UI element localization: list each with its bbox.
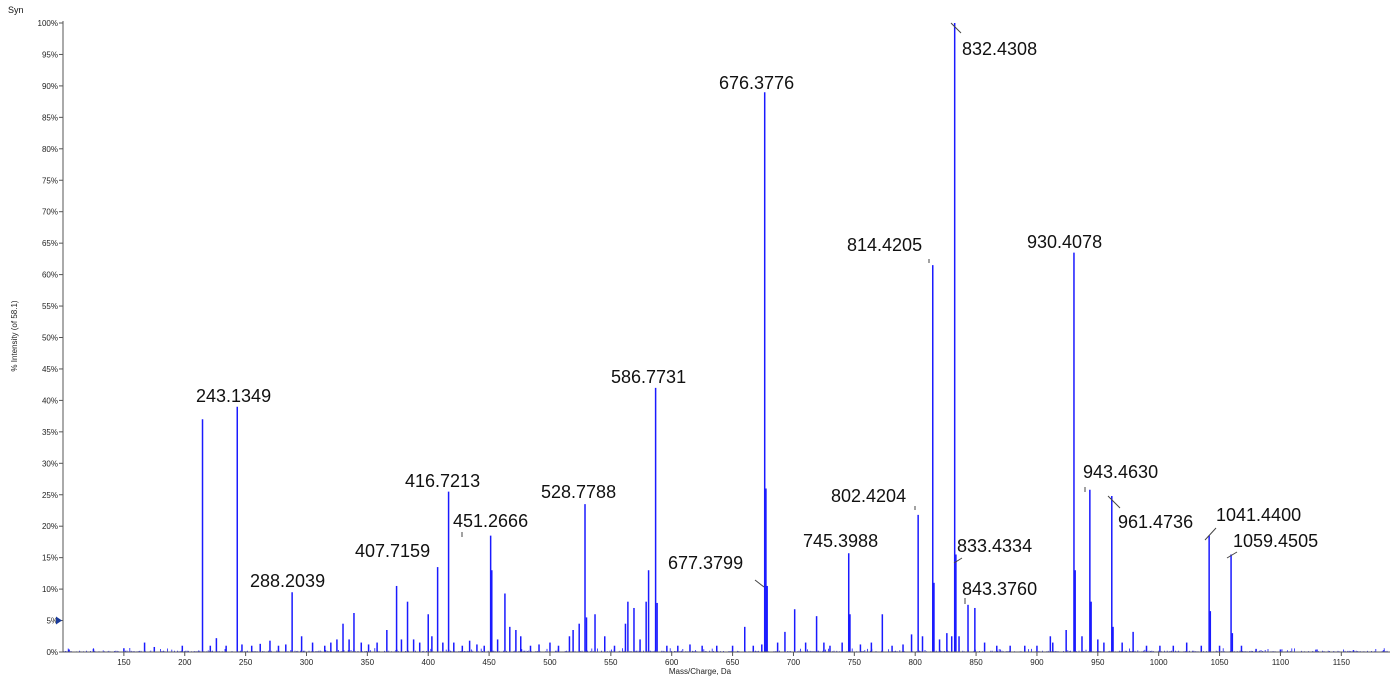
peak-annotation-label: 833.4334 — [957, 536, 1032, 556]
peak-annotation-label: 843.3760 — [962, 579, 1037, 599]
x-tick-label: 300 — [300, 658, 314, 667]
x-tick-label: 250 — [239, 658, 253, 667]
x-tick-label: 450 — [482, 658, 496, 667]
y-tick-label: 45% — [42, 365, 58, 374]
y-tick-label: 15% — [42, 554, 58, 563]
x-tick-label: 550 — [604, 658, 618, 667]
peak-annotation-label: 407.7159 — [355, 541, 430, 561]
peak-annotation-label: 677.3799 — [668, 553, 743, 573]
y-tick-label: 60% — [42, 271, 58, 280]
x-tick-layer: 150 200 250 300 350 400 450 500 550 600 650 700 750 8… — [117, 652, 1350, 667]
y-tick-label: 85% — [42, 113, 58, 122]
peak-annotation-label: 745.3988 — [803, 531, 878, 551]
y-tick-label: 10% — [42, 585, 58, 594]
annotation-leader-line — [754, 579, 765, 588]
y-tick-label: 95% — [42, 50, 58, 59]
x-tick-label: 950 — [1091, 658, 1105, 667]
y-tick-label: 30% — [42, 459, 58, 468]
x-tick-label: 850 — [969, 658, 983, 667]
y-tick-label: 55% — [42, 302, 58, 311]
peak-annotation-label: 1041.4400 — [1216, 505, 1301, 525]
annotation-leader-line — [1204, 527, 1217, 541]
annotation-leader-line — [1226, 551, 1238, 559]
x-tick-label: 1150 — [1333, 658, 1351, 667]
y-tick-label: 40% — [42, 396, 58, 405]
peak-annotation-label: 676.3776 — [719, 73, 794, 93]
x-tick-label: 200 — [178, 658, 192, 667]
y-tick-label: 65% — [42, 239, 58, 248]
panel-label: Syn — [8, 5, 24, 15]
peak-annotation-label: 1059.4505 — [1233, 531, 1318, 551]
x-tick-label: 500 — [543, 658, 557, 667]
peak-annotation-label: 961.4736 — [1118, 512, 1193, 532]
x-tick-label: 800 — [909, 658, 923, 667]
y-axis-title: % Intensity (of 58.1) — [10, 300, 19, 371]
x-tick-label: 1100 — [1272, 658, 1290, 667]
x-tick-label: 600 — [665, 658, 679, 667]
threshold-marker-icon[interactable] — [56, 616, 62, 625]
y-tick-label: 75% — [42, 176, 58, 185]
y-tick-label: 80% — [42, 145, 58, 154]
annotation-leader-line — [1107, 495, 1121, 509]
y-tick-label: 5% — [46, 617, 58, 626]
y-tick-label: 25% — [42, 491, 58, 500]
peak-layer — [63, 23, 1388, 652]
peak-annotation-label: 802.4204 — [831, 486, 906, 506]
x-tick-label: 350 — [361, 658, 375, 667]
peak-label-layer: 243.1349 288.2039 407.7159 416.7213 451.2666… — [196, 39, 1318, 599]
x-tick-label: 900 — [1030, 658, 1044, 667]
x-tick-label: 650 — [726, 658, 740, 667]
y-tick-label: 90% — [42, 82, 58, 91]
peak-annotation-label: 288.2039 — [250, 571, 325, 591]
baseline-noise — [63, 648, 1388, 652]
y-tick-label: 50% — [42, 334, 58, 343]
y-tick-label: 20% — [42, 522, 58, 531]
peak-annotation-label: 528.7788 — [541, 482, 616, 502]
x-tick-label: 1000 — [1150, 658, 1168, 667]
peak-annotation-label: 586.7731 — [611, 367, 686, 387]
peak-annotation-label: 943.4630 — [1083, 462, 1158, 482]
peak-annotation-label: 930.4078 — [1027, 232, 1102, 252]
y-tick-layer: 0% 5% 10% 15% 20% 25% 30% 35% 40% 45% 50% 55% 60% 65%… — [38, 19, 63, 657]
y-tick-label: 35% — [42, 428, 58, 437]
peak-annotation-label: 814.4205 — [847, 235, 922, 255]
y-tick-label: 0% — [46, 648, 58, 657]
x-tick-label: 750 — [848, 658, 862, 667]
peak-annotation-label: 451.2666 — [453, 511, 528, 531]
x-tick-label: 1050 — [1211, 658, 1229, 667]
y-tick-label: 100% — [38, 19, 58, 28]
x-tick-label: 700 — [787, 658, 801, 667]
x-tick-label: 400 — [422, 658, 436, 667]
annotation-leader-line — [953, 557, 963, 564]
peak-annotation-label: 243.1349 — [196, 386, 271, 406]
y-tick-label: 70% — [42, 208, 58, 217]
annotation-leader-line — [950, 22, 962, 34]
x-axis-title: Mass/Charge, Da — [669, 667, 732, 676]
peak-annotation-label: 832.4308 — [962, 39, 1037, 59]
peak-annotation-label: 416.7213 — [405, 471, 480, 491]
leader-line-layer — [461, 22, 1238, 604]
x-tick-label: 150 — [117, 658, 131, 667]
